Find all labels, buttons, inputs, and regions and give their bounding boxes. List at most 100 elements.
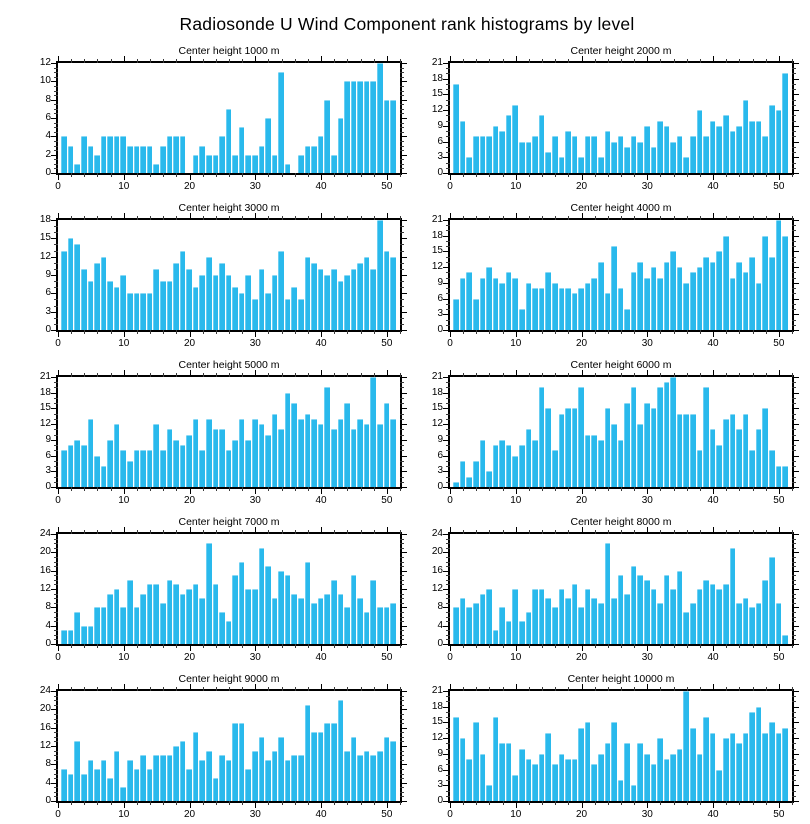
x-tick — [202, 644, 204, 648]
x-tick — [778, 684, 780, 691]
x-tick — [673, 173, 675, 177]
y-tick — [792, 711, 796, 713]
x-tick — [373, 173, 375, 177]
x-tick — [202, 59, 204, 63]
x-tick-label: 10 — [510, 652, 522, 663]
x-tick — [528, 173, 530, 177]
subplot-title: Center height 7000 m — [178, 516, 280, 528]
y-tick — [400, 630, 404, 632]
x-tick — [163, 487, 165, 491]
bar — [265, 293, 272, 330]
x-tick-label: 0 — [55, 181, 61, 192]
y-tick — [400, 700, 404, 702]
y-tick — [446, 83, 450, 85]
x-tick — [242, 687, 244, 691]
x-tick — [634, 59, 636, 63]
x-tick — [726, 801, 728, 805]
x-tick — [502, 330, 504, 334]
x-tick — [255, 173, 257, 180]
y-tick — [792, 476, 796, 478]
y-tick — [792, 377, 799, 378]
bar — [696, 753, 704, 801]
y-tick-label: 24 — [431, 528, 443, 539]
y-tick-label: 0 — [437, 795, 443, 806]
y-tick — [792, 104, 796, 106]
bar — [192, 732, 200, 801]
x-tick — [555, 530, 557, 534]
y-tick — [54, 95, 58, 97]
bar — [736, 261, 743, 330]
x-tick — [334, 330, 336, 334]
x-tick-label: 10 — [510, 495, 522, 506]
y-tick — [446, 418, 450, 420]
bar — [617, 439, 625, 487]
y-tick — [446, 277, 450, 279]
y-tick — [400, 639, 404, 641]
y-tick — [446, 701, 450, 703]
x-tick — [515, 370, 517, 377]
y-tick — [400, 584, 404, 586]
x-tick — [450, 173, 451, 180]
bar — [644, 753, 651, 801]
bar — [617, 780, 625, 801]
bar — [716, 589, 723, 644]
x-tick — [176, 373, 178, 377]
x-tick — [281, 644, 283, 648]
x-tick — [542, 330, 544, 334]
bar — [696, 110, 704, 173]
bar — [298, 418, 305, 487]
bar — [199, 450, 206, 487]
y-tick-label: 9 — [45, 269, 51, 280]
x-tick — [739, 216, 741, 220]
x-tick-label: 10 — [510, 338, 522, 349]
x-tick — [189, 684, 191, 691]
bar — [284, 392, 292, 487]
bar — [186, 768, 193, 801]
x-tick — [542, 487, 544, 491]
x-tick — [607, 687, 609, 691]
y-tick-label: 0 — [45, 795, 51, 806]
x-tick — [765, 687, 767, 691]
y-tick — [400, 611, 404, 613]
x-tick — [765, 644, 767, 648]
x-tick — [634, 530, 636, 534]
y-tick — [446, 634, 450, 636]
x-tick — [347, 530, 349, 534]
x-tick — [489, 330, 491, 334]
bar — [212, 275, 220, 330]
y-tick — [400, 287, 404, 289]
y-tick — [792, 131, 796, 133]
y-tick — [792, 63, 799, 64]
bar — [166, 136, 174, 173]
bar — [690, 272, 697, 330]
x-tick — [502, 530, 504, 534]
y-tick — [446, 99, 450, 101]
bar — [192, 418, 200, 487]
x-tick — [476, 530, 478, 534]
bar — [459, 598, 467, 644]
bar — [153, 424, 160, 487]
y-tick — [792, 110, 799, 112]
y-tick — [54, 168, 58, 170]
x-tick — [607, 801, 609, 805]
bar — [492, 630, 500, 644]
x-tick — [163, 173, 165, 177]
subplot-title: Center height 8000 m — [570, 516, 672, 528]
x-tick-label: 30 — [641, 809, 653, 820]
x-tick — [726, 216, 728, 220]
x-tick-label: 50 — [381, 652, 393, 663]
bar — [782, 235, 789, 330]
bar — [755, 282, 763, 330]
y-tick — [446, 413, 450, 415]
x-tick-label: 40 — [707, 809, 719, 820]
y-tick — [400, 232, 404, 234]
bar — [492, 277, 500, 330]
y-tick — [443, 570, 450, 572]
bar — [565, 288, 572, 330]
bar — [61, 450, 68, 487]
bar — [709, 261, 717, 330]
x-tick — [307, 687, 309, 691]
y-tick — [51, 455, 58, 457]
y-tick — [792, 173, 799, 174]
x-tick — [752, 487, 754, 491]
